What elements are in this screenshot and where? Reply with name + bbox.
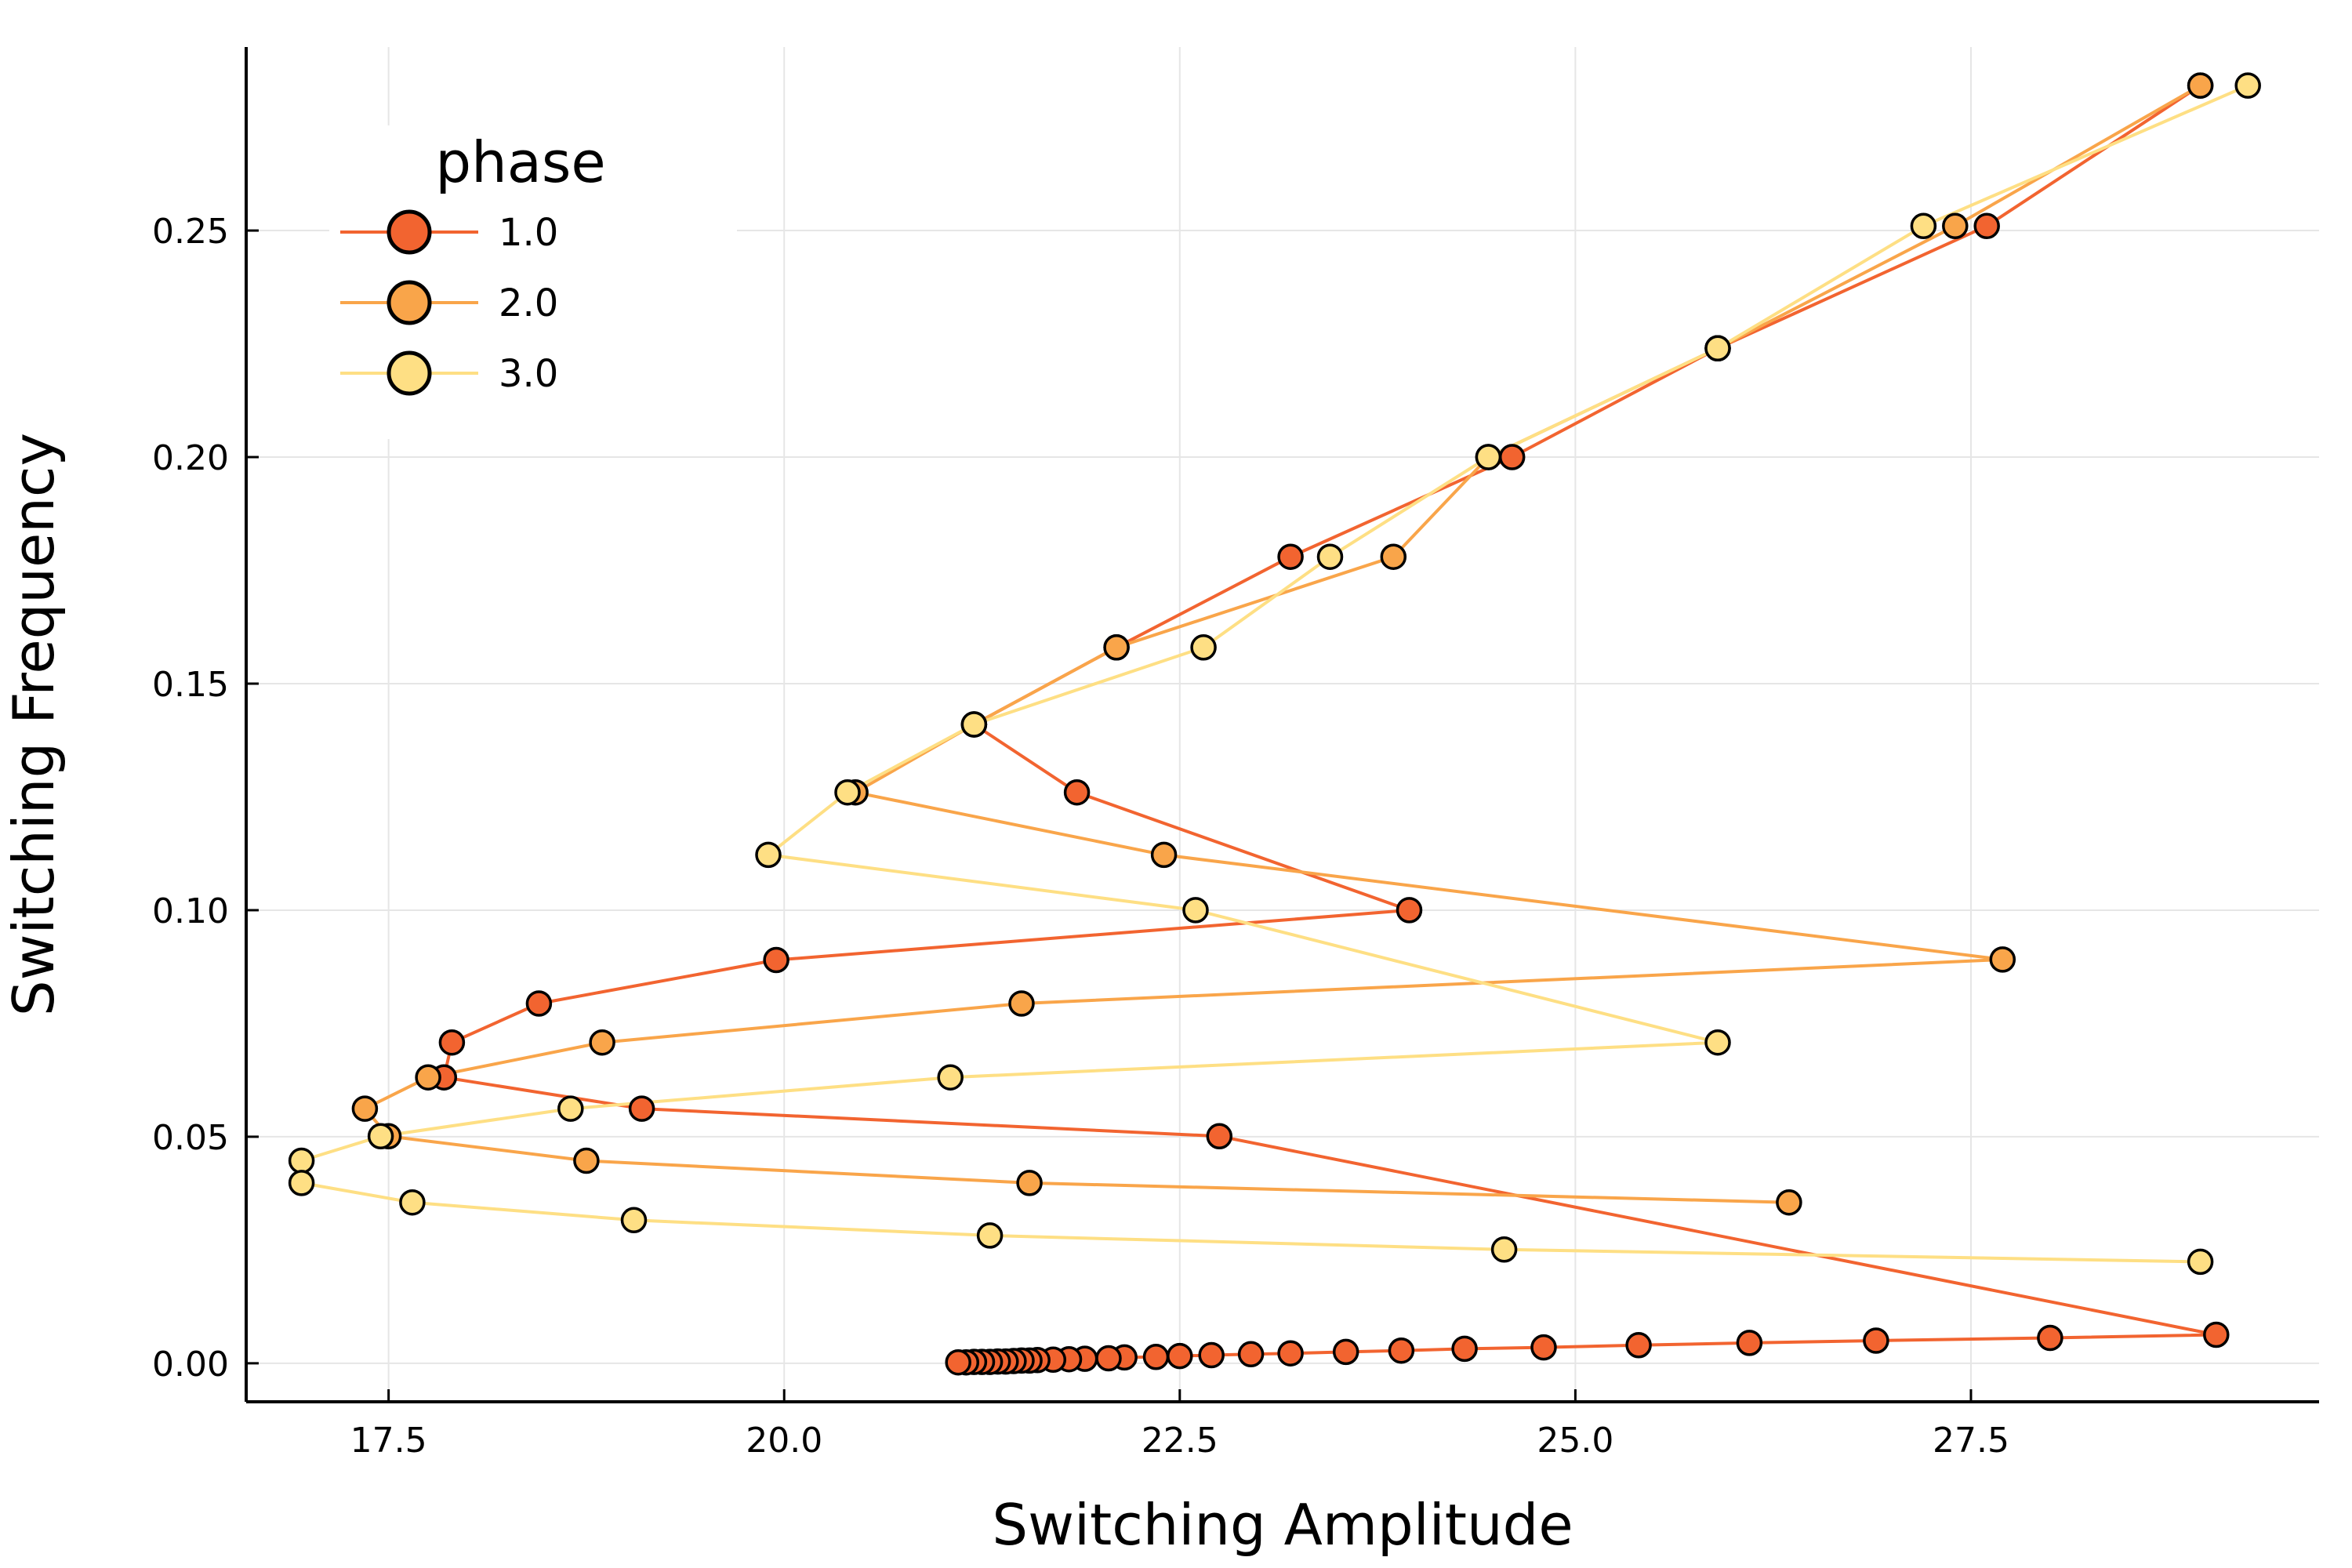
data-point (1530, 1334, 1557, 1361)
ticks-layer: 17.5 20.0 22.5 25.0 27.5 0.00 0.05 0.10 0.15 0.20… (152, 212, 2009, 1461)
data-point (1490, 1236, 1518, 1263)
data-point (1190, 634, 1217, 661)
legend-swatch-marker (387, 350, 432, 396)
data-point (620, 1207, 648, 1234)
data-point (399, 1189, 426, 1216)
data-point (557, 1095, 584, 1122)
data-point (1095, 1345, 1122, 1372)
data-point (763, 946, 789, 974)
x-axis-title: Switching Amplitude (992, 1492, 1573, 1558)
data-point (1973, 212, 2000, 240)
data-point (1206, 1123, 1233, 1150)
data-point (1008, 990, 1035, 1017)
data-point (288, 1147, 315, 1174)
data-point (1182, 897, 1209, 924)
data-point (937, 1064, 964, 1091)
data-point (1380, 543, 1407, 570)
legend-swatch-marker (387, 209, 432, 255)
data-point (351, 1095, 379, 1122)
data-point (525, 990, 553, 1017)
data-point (1150, 841, 1178, 869)
data-point (755, 841, 782, 869)
y-tick-label: 0.10 (152, 891, 229, 931)
legend-label: 2.0 (499, 281, 558, 325)
y-tick-label: 0.00 (152, 1345, 229, 1385)
data-point (415, 1064, 441, 1091)
data-point (2187, 1248, 2214, 1276)
x-tick-label: 27.5 (1933, 1421, 2009, 1461)
data-point (1103, 634, 1130, 661)
data-point (1863, 1327, 1889, 1354)
y-tick-label: 0.15 (152, 665, 229, 705)
data-point (1989, 946, 2016, 973)
data-point (1776, 1189, 1802, 1216)
series-layer (288, 72, 2261, 1376)
data-point (834, 779, 861, 806)
data-point (2203, 1321, 2230, 1348)
data-point (1316, 543, 1344, 570)
y-tick-label: 0.20 (152, 438, 229, 478)
legend-label: 3.0 (499, 352, 558, 396)
data-point (1704, 335, 1731, 362)
data-point (1237, 1341, 1265, 1368)
data-point (1277, 543, 1304, 570)
axes-layer (245, 47, 2319, 1403)
data-point (1332, 1338, 1359, 1366)
data-point (1063, 779, 1091, 806)
legend-swatch-marker (387, 280, 432, 325)
data-point (573, 1147, 600, 1174)
data-point (1736, 1330, 1763, 1356)
data-point (960, 711, 988, 738)
data-point (1704, 1029, 1731, 1056)
x-tick-label: 17.5 (350, 1421, 427, 1461)
data-point (1475, 444, 1502, 470)
data-point (1942, 212, 1969, 240)
data-point (1451, 1335, 1478, 1363)
data-point (1277, 1340, 1304, 1367)
data-point (1198, 1341, 1225, 1369)
data-point (1016, 1170, 1043, 1196)
data-point (2187, 72, 2214, 99)
data-point (2234, 72, 2261, 99)
data-point (589, 1029, 615, 1056)
data-point (976, 1222, 1004, 1249)
data-point (1167, 1342, 1193, 1370)
legend-label: 1.0 (499, 211, 558, 255)
data-point (1910, 212, 1937, 240)
y-tick-label: 0.05 (152, 1118, 229, 1158)
data-point (1388, 1337, 1415, 1364)
data-point (1498, 444, 1526, 470)
data-point (628, 1095, 655, 1122)
data-point (367, 1123, 394, 1150)
data-point (288, 1170, 315, 1196)
legend-title: phase (435, 129, 605, 195)
x-tick-label: 25.0 (1537, 1421, 1613, 1461)
y-tick-label: 0.25 (152, 212, 229, 252)
data-point (945, 1348, 971, 1376)
data-point (2037, 1324, 2063, 1352)
data-point (1625, 1332, 1652, 1359)
x-tick-label: 22.5 (1142, 1421, 1218, 1461)
data-point (438, 1029, 466, 1056)
data-point (1396, 897, 1423, 924)
legend: phase 1.0 2.0 3.0 (329, 125, 737, 439)
y-axis-title: Switching Frequency (1, 433, 67, 1016)
data-point (1142, 1344, 1170, 1370)
x-tick-label: 20.0 (746, 1421, 822, 1461)
